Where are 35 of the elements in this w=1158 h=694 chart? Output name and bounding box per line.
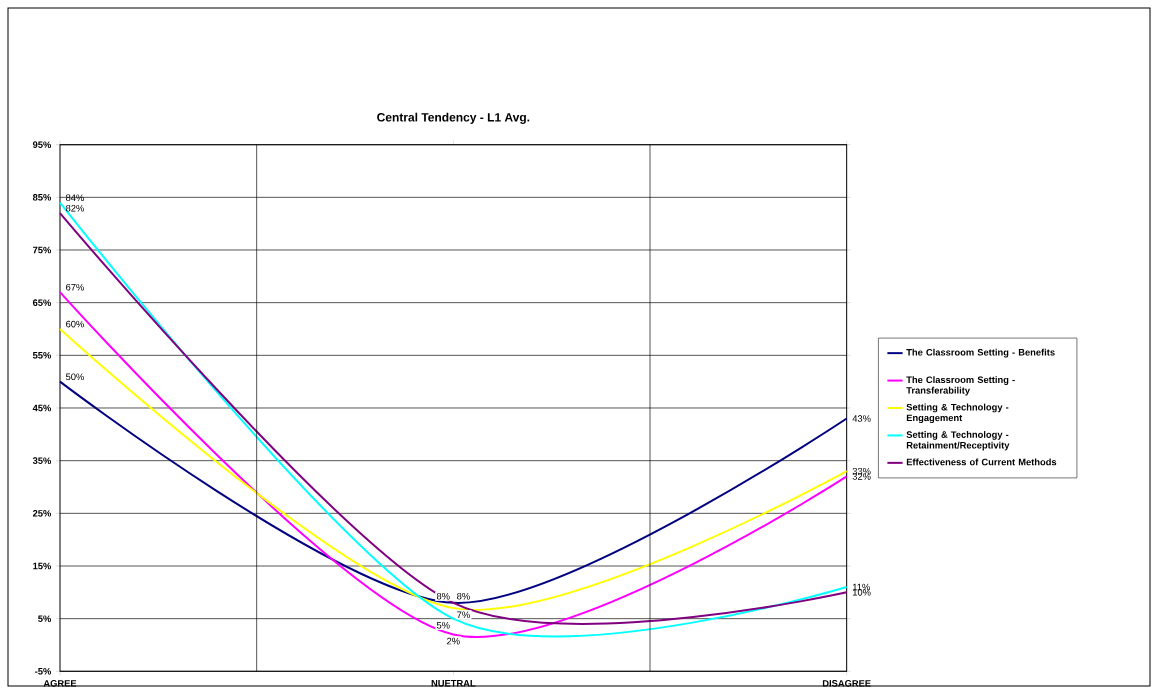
data-label: 60% <box>66 320 84 328</box>
y-tick-label: 55% <box>32 352 52 359</box>
legend-label: Setting & Technology - Engagement <box>906 403 1009 424</box>
y-tick-label: 5% <box>38 615 52 622</box>
data-label: 82% <box>66 204 84 212</box>
data-label: 33% <box>852 467 871 475</box>
y-tick-label: 35% <box>32 457 52 464</box>
data-label: 10% <box>852 589 871 596</box>
data-label: 50% <box>65 373 84 381</box>
legend-label: The Classroom Setting - Transferability <box>906 376 1015 396</box>
y-tick-label: 15% <box>33 562 52 570</box>
y-tick-label: 75% <box>33 246 52 254</box>
chart-title: Central Tendency - L1 Avg. <box>377 112 530 124</box>
data-label: 67% <box>66 283 84 291</box>
data-label: 2% <box>447 637 460 645</box>
y-tick-label: 85% <box>32 194 52 201</box>
data-label: 7% <box>457 611 470 619</box>
x-tick-label: DISAGREE <box>822 680 871 687</box>
data-label: 43% <box>852 415 871 422</box>
x-tick-label: AGREE <box>43 680 77 687</box>
data-label: 11% <box>852 583 870 591</box>
data-label: 84% <box>66 194 84 201</box>
legend-label: Effectiveness of Current Methods <box>906 458 1057 466</box>
data-label: 8% <box>457 592 470 600</box>
y-tick-label: -5% <box>35 668 52 675</box>
legend-label: The Classroom Setting - Benefits <box>906 348 1055 358</box>
data-label: 5% <box>436 622 450 629</box>
y-tick-label: 65% <box>32 299 52 306</box>
y-tick-label: 45% <box>32 404 52 412</box>
data-label: 8% <box>436 592 450 600</box>
x-tick-label: NUETRAL <box>431 680 476 687</box>
legend-label: Setting & Technology - Retainment/Receptivity <box>906 431 1010 451</box>
data-label: 32% <box>852 473 871 480</box>
y-tick-label: 95% <box>32 141 52 148</box>
y-tick-label: 25% <box>32 510 52 517</box>
